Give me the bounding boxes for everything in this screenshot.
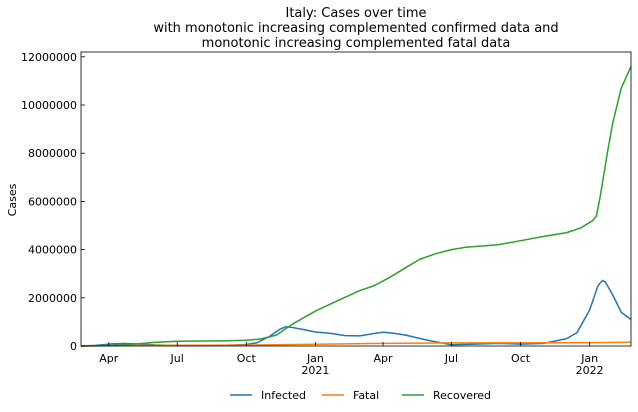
series-layer	[81, 66, 631, 346]
y-tick-label: 8000000	[28, 147, 77, 160]
chart-title: Italy: Cases over time with monotonic in…	[153, 6, 558, 51]
series-line-recovered	[81, 66, 631, 346]
x-tick-year-label: 2021	[301, 364, 329, 377]
y-tick-label: 4000000	[28, 244, 77, 257]
series-line-infected	[81, 280, 631, 346]
x-tick-label: Jul	[444, 352, 458, 365]
y-tick-label: 6000000	[28, 195, 77, 208]
chart-title-line-2: with monotonic increasing complemented c…	[153, 21, 558, 36]
x-tick-label: Oct	[511, 352, 531, 365]
y-tick-label: 12000000	[21, 51, 77, 64]
x-tick-year-label: 2022	[576, 364, 604, 377]
y-axis-label: Cases	[6, 183, 19, 216]
y-tick-label: 2000000	[28, 292, 77, 305]
y-tick-label: 10000000	[21, 99, 77, 112]
y-tick-label: 0	[70, 340, 77, 353]
chart-title-line-3: monotonic increasing complemented fatal …	[202, 36, 511, 51]
legend-label-fatal: Fatal	[353, 389, 379, 402]
legend: Infected Fatal Recovered	[230, 389, 491, 402]
x-tick-label: Apr	[374, 352, 394, 365]
x-tick-label: Apr	[99, 352, 119, 365]
chart-title-line-1: Italy: Cases over time	[286, 6, 427, 21]
y-axis-ticks: 0 2000000 4000000 6000000 8000000 10000000 120…	[21, 51, 85, 353]
legend-label-recovered: Recovered	[433, 389, 491, 402]
series-line-fatal	[81, 342, 631, 346]
plot-frame	[81, 52, 631, 346]
legend-label-infected: Infected	[261, 389, 306, 402]
x-tick-label: Jul	[170, 352, 184, 365]
x-tick-label: Oct	[237, 352, 257, 365]
